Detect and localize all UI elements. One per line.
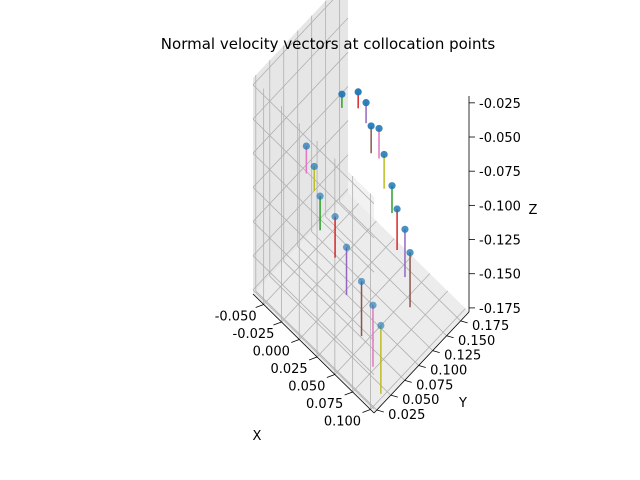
z-tick-label: -0.150 xyxy=(479,268,521,283)
y-axis-label: Y xyxy=(458,396,467,411)
y-tick-label: 0.075 xyxy=(416,378,453,393)
z-grid-line xyxy=(252,51,349,154)
x-tick-label: -0.050 xyxy=(215,310,257,325)
z-tick-label: -0.050 xyxy=(479,131,521,146)
collocation-point xyxy=(388,182,396,190)
x-tick-label: 0.100 xyxy=(324,415,361,430)
collocation-point xyxy=(367,122,375,130)
y-grid-line xyxy=(339,201,461,322)
y-tick-label: 0.150 xyxy=(458,334,495,349)
y-tick-label: 0.175 xyxy=(472,319,509,334)
z-grid-line xyxy=(252,154,349,256)
x-tick-mark xyxy=(362,409,371,413)
collocation-point xyxy=(377,321,385,330)
y-tick-label: 0.125 xyxy=(444,349,481,364)
y-axis-line xyxy=(373,311,470,414)
x-grid-line xyxy=(352,290,448,393)
z-grid-line xyxy=(252,17,349,120)
x-tick-mark xyxy=(326,374,335,378)
z-tick-label: -0.075 xyxy=(479,165,521,180)
x-axis-line xyxy=(252,293,375,414)
collocation-point xyxy=(310,162,318,171)
x-grid-line xyxy=(316,255,413,358)
collocation-point xyxy=(406,248,414,257)
collocation-point xyxy=(357,277,366,286)
z-tick-label: -0.025 xyxy=(479,97,521,112)
z-axis-label: Z xyxy=(529,203,538,218)
x-grid-line xyxy=(281,220,377,323)
pane-yz xyxy=(253,0,348,294)
z-grid-line xyxy=(252,86,349,188)
z-grid-line xyxy=(252,152,375,273)
collocation-point xyxy=(375,124,383,133)
y-grid-line xyxy=(255,290,378,411)
z-grid-line xyxy=(252,221,375,341)
x-grid-line xyxy=(263,203,359,305)
x-tick-mark xyxy=(255,304,264,308)
y-grid-line xyxy=(283,261,406,381)
collocation-point xyxy=(369,301,377,309)
x-tick-mark xyxy=(273,321,282,326)
x-grid-line xyxy=(370,308,466,410)
z-tick-label: -0.125 xyxy=(479,234,521,249)
z-grid-line xyxy=(252,255,375,376)
y-tick-mark xyxy=(376,409,384,413)
x-tick-mark xyxy=(291,339,300,343)
z-tick-label: -0.100 xyxy=(479,199,521,214)
y-tick-mark xyxy=(390,394,398,398)
x-tick-label: -0.025 xyxy=(233,327,275,342)
x-tick-label: 0.050 xyxy=(288,380,325,395)
z-grid-line xyxy=(252,188,349,291)
y-tick-label: 0.100 xyxy=(430,363,467,378)
collocation-point xyxy=(354,88,362,96)
collocation-point xyxy=(316,192,324,200)
collocation-point xyxy=(393,205,401,213)
x-tick-mark xyxy=(344,391,353,396)
z-grid-line xyxy=(252,187,375,307)
z-grid-line xyxy=(252,84,375,205)
y-grid-line xyxy=(325,216,447,337)
y-grid-line xyxy=(297,246,419,366)
collocation-point xyxy=(338,90,346,98)
y-tick-mark xyxy=(446,335,454,339)
y-tick-mark xyxy=(432,350,440,354)
x-tick-label: 0.025 xyxy=(270,362,307,377)
y-tick-label: 0.025 xyxy=(388,408,425,423)
collocation-point xyxy=(302,142,310,150)
z-tick-label: -0.175 xyxy=(479,302,521,317)
y-tick-mark xyxy=(418,365,426,368)
z-grid-line xyxy=(252,0,334,86)
z-grid-line xyxy=(252,289,375,410)
collocation-point xyxy=(331,213,339,221)
x-tick-mark xyxy=(308,356,318,361)
y-grid-line xyxy=(311,231,433,351)
y-tick-mark xyxy=(404,379,412,383)
collocation-point xyxy=(342,243,351,251)
x-tick-label: 0.000 xyxy=(253,345,290,360)
collocation-point xyxy=(362,99,370,107)
z-grid-line xyxy=(252,120,349,222)
x-tick-label: 0.075 xyxy=(306,397,343,412)
y-tick-label: 0.050 xyxy=(402,393,439,408)
x-axis-label: X xyxy=(253,429,262,444)
y-grid-line xyxy=(269,275,392,396)
collocation-point xyxy=(380,150,388,159)
y-tick-mark xyxy=(460,320,468,324)
collocation-point xyxy=(401,225,409,233)
chart-title: Normal velocity vectors at collocation p… xyxy=(161,35,496,53)
